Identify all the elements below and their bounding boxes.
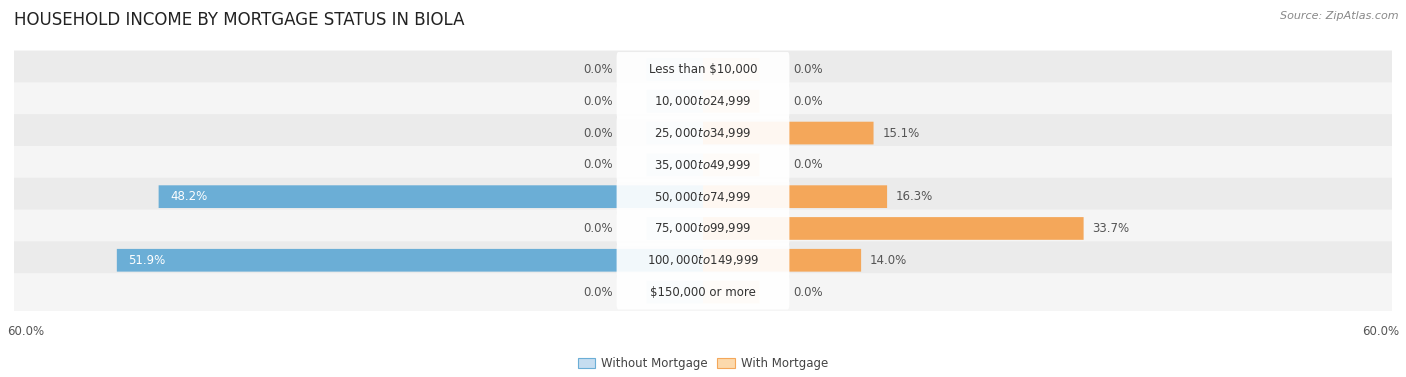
Text: $150,000 or more: $150,000 or more <box>650 285 756 299</box>
Text: 51.9%: 51.9% <box>128 254 166 267</box>
FancyBboxPatch shape <box>703 281 759 303</box>
Text: 0.0%: 0.0% <box>793 285 823 299</box>
Text: 0.0%: 0.0% <box>583 63 613 76</box>
Text: 0.0%: 0.0% <box>583 127 613 139</box>
FancyBboxPatch shape <box>703 185 887 208</box>
Text: HOUSEHOLD INCOME BY MORTGAGE STATUS IN BIOLA: HOUSEHOLD INCOME BY MORTGAGE STATUS IN B… <box>14 11 464 29</box>
FancyBboxPatch shape <box>703 153 759 176</box>
FancyBboxPatch shape <box>617 147 789 182</box>
FancyBboxPatch shape <box>647 217 703 240</box>
Text: 16.3%: 16.3% <box>896 190 934 203</box>
FancyBboxPatch shape <box>647 281 703 303</box>
Text: 48.2%: 48.2% <box>170 190 207 203</box>
FancyBboxPatch shape <box>617 84 789 119</box>
Text: 15.1%: 15.1% <box>883 127 920 139</box>
FancyBboxPatch shape <box>117 249 703 271</box>
Text: 0.0%: 0.0% <box>583 158 613 172</box>
FancyBboxPatch shape <box>703 58 759 81</box>
FancyBboxPatch shape <box>647 122 703 144</box>
FancyBboxPatch shape <box>13 210 1393 247</box>
FancyBboxPatch shape <box>13 178 1393 216</box>
Text: 33.7%: 33.7% <box>1092 222 1130 235</box>
FancyBboxPatch shape <box>13 82 1393 120</box>
FancyBboxPatch shape <box>617 179 789 214</box>
Text: 14.0%: 14.0% <box>870 254 907 267</box>
Text: $25,000 to $34,999: $25,000 to $34,999 <box>654 126 752 140</box>
FancyBboxPatch shape <box>703 249 860 271</box>
Text: 0.0%: 0.0% <box>583 285 613 299</box>
FancyBboxPatch shape <box>13 51 1393 88</box>
Text: Source: ZipAtlas.com: Source: ZipAtlas.com <box>1281 11 1399 21</box>
FancyBboxPatch shape <box>617 275 789 310</box>
Text: $50,000 to $74,999: $50,000 to $74,999 <box>654 190 752 204</box>
FancyBboxPatch shape <box>647 90 703 113</box>
FancyBboxPatch shape <box>647 58 703 81</box>
Text: 0.0%: 0.0% <box>583 222 613 235</box>
Text: $75,000 to $99,999: $75,000 to $99,999 <box>654 221 752 236</box>
FancyBboxPatch shape <box>703 217 1084 240</box>
Text: $35,000 to $49,999: $35,000 to $49,999 <box>654 158 752 172</box>
FancyBboxPatch shape <box>647 153 703 176</box>
FancyBboxPatch shape <box>617 211 789 246</box>
Text: $100,000 to $149,999: $100,000 to $149,999 <box>647 253 759 267</box>
Text: Less than $10,000: Less than $10,000 <box>648 63 758 76</box>
Text: 0.0%: 0.0% <box>793 63 823 76</box>
FancyBboxPatch shape <box>13 146 1393 184</box>
FancyBboxPatch shape <box>703 122 873 144</box>
FancyBboxPatch shape <box>159 185 703 208</box>
Text: 0.0%: 0.0% <box>793 158 823 172</box>
FancyBboxPatch shape <box>617 243 789 278</box>
FancyBboxPatch shape <box>617 116 789 150</box>
FancyBboxPatch shape <box>617 52 789 87</box>
Text: 0.0%: 0.0% <box>583 95 613 108</box>
FancyBboxPatch shape <box>13 114 1393 152</box>
FancyBboxPatch shape <box>13 241 1393 279</box>
Text: $10,000 to $24,999: $10,000 to $24,999 <box>654 94 752 108</box>
FancyBboxPatch shape <box>703 90 759 113</box>
Legend: Without Mortgage, With Mortgage: Without Mortgage, With Mortgage <box>574 352 832 375</box>
FancyBboxPatch shape <box>13 273 1393 311</box>
Text: 0.0%: 0.0% <box>793 95 823 108</box>
